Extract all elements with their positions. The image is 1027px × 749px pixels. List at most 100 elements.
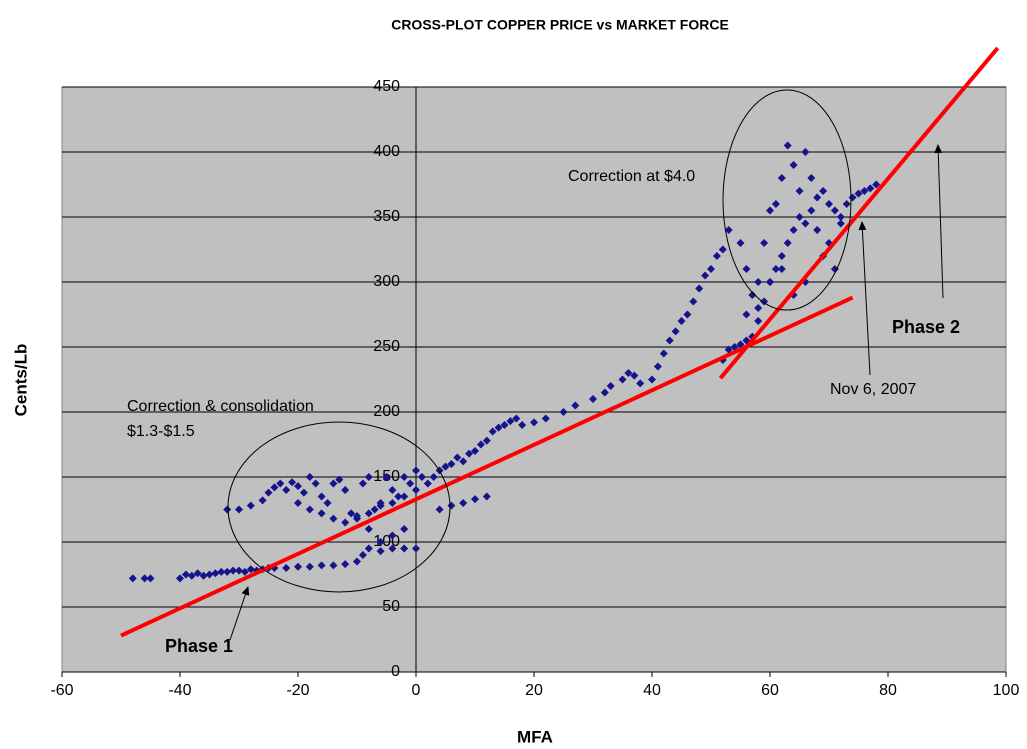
point: [400, 473, 409, 481]
point: [199, 571, 208, 580]
point: [482, 492, 491, 501]
point: [771, 200, 780, 208]
point: [229, 566, 238, 575]
point: [388, 531, 397, 540]
point: [187, 571, 196, 580]
point: [341, 486, 350, 494]
point: [559, 408, 568, 416]
annotation: Correction at $4.0: [568, 168, 695, 185]
point: [364, 525, 373, 533]
point: [819, 187, 828, 195]
point: [530, 418, 538, 427]
point: [193, 569, 202, 578]
y-tick-label: 450: [373, 78, 400, 95]
point: [288, 478, 297, 487]
point: [754, 278, 763, 286]
y-tick-label: 50: [382, 598, 400, 615]
annotation: Nov 6, 2007: [830, 381, 916, 398]
point: [447, 460, 456, 468]
point: [353, 512, 361, 520]
point: [429, 473, 438, 481]
point: [323, 499, 332, 507]
point: [754, 304, 763, 312]
point: [388, 486, 397, 494]
point: [724, 226, 733, 234]
point: [618, 375, 627, 384]
point: [506, 417, 515, 426]
point: [677, 317, 686, 325]
point: [412, 466, 420, 475]
plot-area: [61, 86, 1007, 673]
point: [777, 265, 786, 273]
point: [317, 492, 326, 501]
point: [358, 479, 367, 488]
point: [465, 449, 474, 458]
x-tick-label: 80: [879, 682, 897, 699]
point: [235, 566, 243, 575]
point: [600, 388, 609, 397]
point: [341, 560, 350, 569]
point: [441, 462, 450, 471]
point: [423, 479, 432, 488]
y-axis-label: Cents/Lb: [11, 344, 30, 417]
point: [388, 499, 397, 507]
point: [760, 239, 769, 247]
point: [364, 509, 373, 518]
point: [294, 562, 302, 571]
point: [317, 509, 326, 518]
point: [388, 544, 397, 553]
point: [630, 371, 639, 380]
point: [376, 547, 385, 556]
arrow: [229, 586, 250, 641]
trend-line: [120, 295, 854, 638]
point: [512, 414, 521, 423]
point: [335, 475, 344, 484]
point: [211, 569, 220, 578]
point: [217, 567, 226, 576]
point: [518, 421, 527, 429]
point: [453, 453, 462, 462]
ellipse: [722, 89, 852, 311]
point: [347, 509, 356, 518]
point: [329, 561, 338, 570]
point: [813, 226, 822, 234]
point: [305, 562, 314, 571]
point: [412, 486, 420, 494]
point: [471, 495, 479, 504]
point: [400, 544, 409, 553]
point: [707, 265, 715, 273]
point: [258, 496, 267, 505]
point: [671, 327, 680, 336]
point: [742, 265, 751, 273]
point: [801, 148, 810, 156]
point: [825, 200, 833, 208]
point: [223, 567, 232, 576]
point: [712, 252, 721, 260]
point: [400, 525, 409, 533]
point: [683, 310, 692, 319]
point: [807, 206, 816, 215]
arrow: [934, 144, 944, 299]
point: [854, 189, 863, 198]
point: [777, 174, 786, 182]
y-tick-label: 350: [373, 208, 400, 225]
x-tick-label: 0: [412, 682, 421, 699]
point: [264, 488, 273, 497]
point: [246, 501, 255, 510]
point: [830, 206, 839, 215]
point: [748, 291, 757, 299]
point: [648, 375, 656, 384]
point: [807, 174, 816, 182]
point: [836, 219, 845, 228]
point: [653, 362, 662, 371]
point: [789, 226, 798, 234]
point: [276, 479, 285, 488]
y-tick-label: 200: [373, 403, 400, 420]
point: [358, 551, 367, 559]
point: [181, 570, 190, 579]
point: [294, 482, 302, 491]
point: [813, 193, 822, 202]
point: [665, 336, 674, 345]
point: [866, 184, 875, 193]
y-tick-label: 300: [373, 273, 400, 290]
